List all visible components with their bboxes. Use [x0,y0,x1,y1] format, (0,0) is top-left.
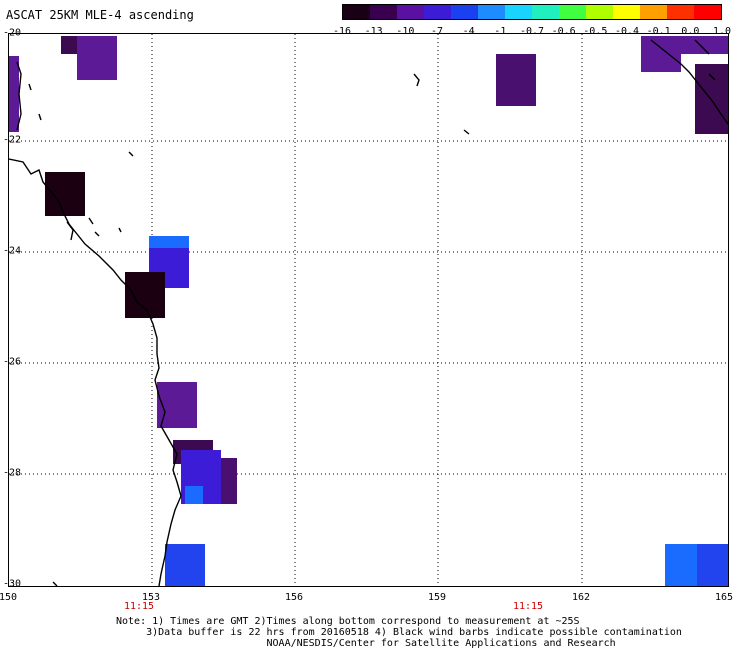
colorbar-swatch [424,5,451,19]
cell [641,36,681,72]
cell [125,272,165,318]
lat-label: -20 [2,27,22,39]
coastline-australia [9,158,182,586]
colorbar-swatch [694,5,721,19]
colorbar-label: -0.1 [646,26,671,37]
cell [77,36,117,80]
cell [697,544,728,586]
colorbar-swatch [397,5,424,19]
colorbar-label: -0.6 [551,26,576,37]
colorbar-label: -0.7 [519,26,545,37]
coastline-island [88,217,94,225]
lon-label: 156 [284,592,304,603]
coastline-new-caledonia [694,39,710,55]
colorbar-swatch [667,5,694,19]
colorbar-swatch [559,5,586,19]
footnote-line: NOAA/NESDIS/Center for Satellite Applica… [116,638,616,649]
colorbar-swatch [370,5,397,19]
coastline-island [16,61,22,131]
cell [185,486,203,504]
coastline-island [28,83,32,91]
cell [695,64,728,134]
time-label: 11:15 [123,601,155,612]
cell [496,54,536,106]
time-label: 11:15 [512,601,544,612]
colorbar-label: -1 [494,26,507,37]
coastline-new-caledonia [650,39,728,125]
cell [681,36,728,54]
cell [9,56,19,132]
colorbar-label: -4 [462,26,475,37]
colorbar-swatch [613,5,640,19]
plot-frame [8,33,729,587]
colorbar-swatch [343,5,370,19]
cell [61,36,77,54]
lon-label: 150 [0,592,18,603]
footnote-line: 3)Data buffer is 22 hrs from 20160518 4)… [116,627,682,638]
colorbar-label: -10 [396,26,415,37]
colorbar-label: -16 [332,26,352,37]
coastline-island [66,221,74,241]
colorbar-swatch [586,5,613,19]
colorbar-label: 0.0 [681,26,700,37]
colorbar-swatch [505,5,532,19]
coastline-island [38,113,42,121]
lat-label: -24 [2,245,22,257]
colorbar-label: -0.5 [583,26,608,37]
colorbar [342,4,722,20]
lat-label: -26 [2,356,22,368]
graticule [9,34,728,586]
coastline [9,39,728,586]
colorbar-labels: -16 -13 -10 -7 -4 -1 -0.7 -0.6 -0.5 -0.4 -0.1 0.0 1.… [330,26,735,38]
coastline-island [52,581,58,586]
lon-label: 165 [714,592,734,603]
footnote-line: Note: 1) Times are GMT 2)Times along bot… [116,616,580,627]
colorbar-swatch [640,5,667,19]
lat-label: -30 [2,578,22,590]
coastline-new-caledonia [708,73,716,81]
colorbar-label: -0.4 [614,26,640,37]
wind-data-cells [9,36,728,586]
lon-label: 162 [571,592,591,603]
coastline-island [463,129,470,135]
coastline-island [118,227,122,233]
cell [157,382,197,428]
coastline-island [94,231,100,237]
map-title: ASCAT 25KM MLE-4 ascending [6,8,194,22]
colorbar-label: -13 [364,26,383,37]
lon-label: 159 [427,592,447,603]
colorbar-swatch [532,5,559,19]
cell [149,236,189,248]
cell [45,172,85,216]
lat-label: -22 [2,134,22,146]
cell [165,544,205,586]
colorbar-swatch [451,5,478,19]
footnotes: Note: 1) Times are GMT 2)Times along bot… [116,616,682,649]
lon-label: 153 [141,592,161,603]
colorbar-swatch [478,5,505,19]
map-canvas [9,34,728,586]
lat-label: -28 [2,467,22,479]
coastline-island [128,151,134,157]
coastline-island [413,73,420,87]
colorbar-label: 1.0 [712,26,732,37]
colorbar-label: -7 [430,26,444,37]
